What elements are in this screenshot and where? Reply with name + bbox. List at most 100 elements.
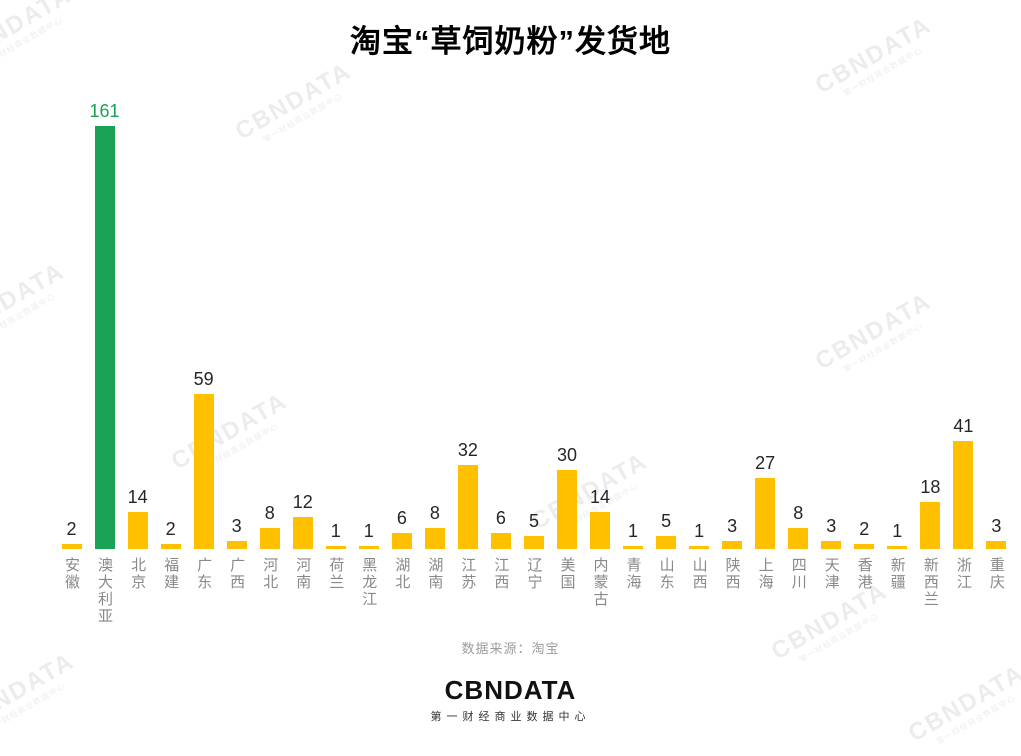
bar-area: 2 bbox=[154, 0, 187, 549]
category-label: 浙江 bbox=[954, 557, 972, 591]
bar-area: 1 bbox=[617, 0, 650, 549]
bar bbox=[854, 544, 875, 549]
bar-group: 1 新疆 bbox=[881, 0, 914, 625]
bar-group: 5 山东 bbox=[650, 0, 683, 625]
bar-area: 1 bbox=[683, 0, 716, 549]
bar-area: 14 bbox=[121, 0, 154, 549]
bar bbox=[259, 528, 280, 549]
bar bbox=[490, 533, 511, 549]
category-label: 荷兰 bbox=[327, 557, 345, 591]
category-label: 河北 bbox=[261, 557, 279, 591]
category-label: 辽宁 bbox=[525, 557, 543, 591]
bar-group: 1 山西 bbox=[683, 0, 716, 625]
bar-group: 3 天津 bbox=[815, 0, 848, 625]
bar-group: 18 新西兰 bbox=[914, 0, 947, 625]
bar-area: 18 bbox=[914, 0, 947, 549]
category-label: 陕西 bbox=[723, 557, 741, 591]
bar bbox=[523, 536, 544, 549]
bar-value-label: 14 bbox=[590, 487, 611, 507]
bar-area: 3 bbox=[716, 0, 749, 549]
bar-value-label: 1 bbox=[628, 521, 639, 541]
category-label: 澳大利亚 bbox=[96, 557, 114, 625]
data-source-note: 数据来源：淘宝 bbox=[461, 641, 560, 656]
bar bbox=[94, 126, 115, 549]
bar-area: 8 bbox=[782, 0, 815, 549]
bar-group: 27 上海 bbox=[749, 0, 782, 625]
bar-value-label: 3 bbox=[727, 516, 738, 536]
bar-value-label: 2 bbox=[66, 519, 77, 539]
bar-area: 30 bbox=[550, 0, 583, 549]
bar bbox=[623, 546, 644, 549]
bar-area: 161 bbox=[88, 0, 121, 549]
bar-group: 12 河南 bbox=[286, 0, 319, 625]
bar-value-label: 161 bbox=[89, 101, 120, 121]
bar-group: 8 四川 bbox=[782, 0, 815, 625]
bar bbox=[160, 544, 181, 549]
bar bbox=[424, 528, 445, 549]
bar-group: 30 美国 bbox=[550, 0, 583, 625]
bar-area: 32 bbox=[451, 0, 484, 549]
bar-value-label: 1 bbox=[892, 521, 903, 541]
bar-area: 3 bbox=[220, 0, 253, 549]
bar bbox=[457, 465, 478, 549]
category-label: 福建 bbox=[162, 557, 180, 591]
bar bbox=[986, 541, 1007, 549]
bar-value-label: 3 bbox=[826, 516, 837, 536]
bar-value-label: 3 bbox=[231, 516, 242, 536]
bar bbox=[127, 512, 148, 549]
bar-area: 3 bbox=[980, 0, 1013, 549]
category-label: 江西 bbox=[492, 557, 510, 591]
bar-area: 6 bbox=[385, 0, 418, 549]
category-label: 湖北 bbox=[393, 557, 411, 591]
bar-value-label: 1 bbox=[363, 521, 374, 541]
category-label: 江苏 bbox=[459, 557, 477, 591]
bar-group: 2 香港 bbox=[848, 0, 881, 625]
category-label: 广西 bbox=[228, 557, 246, 591]
bar-value-label: 27 bbox=[755, 453, 776, 473]
bar bbox=[788, 528, 809, 549]
bar-group: 41 浙江 bbox=[947, 0, 980, 625]
bar-value-label: 18 bbox=[920, 477, 941, 497]
category-label: 香港 bbox=[855, 557, 873, 591]
bar-value-label: 2 bbox=[165, 519, 176, 539]
bar-group: 1 荷兰 bbox=[319, 0, 352, 625]
category-label: 青海 bbox=[624, 557, 642, 591]
category-label: 四川 bbox=[789, 557, 807, 591]
bar-value-label: 2 bbox=[859, 519, 870, 539]
bar-group: 3 广西 bbox=[220, 0, 253, 625]
bar bbox=[590, 512, 611, 549]
bar-area: 8 bbox=[418, 0, 451, 549]
bar-group: 1 青海 bbox=[617, 0, 650, 625]
bar bbox=[689, 546, 710, 549]
bar bbox=[722, 541, 743, 549]
category-label: 河南 bbox=[294, 557, 312, 591]
category-label: 黑龙江 bbox=[360, 557, 378, 608]
bar-value-label: 1 bbox=[330, 521, 341, 541]
cbndata-logo-text: CBNDATA bbox=[444, 675, 577, 705]
bar-area: 41 bbox=[947, 0, 980, 549]
bar bbox=[325, 546, 346, 549]
bar-area: 8 bbox=[253, 0, 286, 549]
category-label: 新西兰 bbox=[921, 557, 939, 608]
bar-group: 14 北京 bbox=[121, 0, 154, 625]
category-label: 湖南 bbox=[426, 557, 444, 591]
bar-group: 3 陕西 bbox=[716, 0, 749, 625]
bar-group: 32 江苏 bbox=[451, 0, 484, 625]
bar bbox=[920, 502, 941, 549]
bar-group: 14 内蒙古 bbox=[584, 0, 617, 625]
category-label: 山东 bbox=[657, 557, 675, 591]
bar-value-label: 32 bbox=[457, 440, 478, 460]
bar bbox=[61, 544, 82, 549]
bar-area: 14 bbox=[584, 0, 617, 549]
bar-group: 6 江西 bbox=[484, 0, 517, 625]
bar-area: 1 bbox=[319, 0, 352, 549]
bar-area: 3 bbox=[815, 0, 848, 549]
bar-value-label: 8 bbox=[429, 503, 440, 523]
bar-area: 5 bbox=[650, 0, 683, 549]
bar-value-label: 6 bbox=[396, 508, 407, 528]
bar-area: 6 bbox=[484, 0, 517, 549]
bar bbox=[292, 517, 313, 549]
bar-group: 6 湖北 bbox=[385, 0, 418, 625]
category-label: 广东 bbox=[195, 557, 213, 591]
bar-area: 1 bbox=[352, 0, 385, 549]
